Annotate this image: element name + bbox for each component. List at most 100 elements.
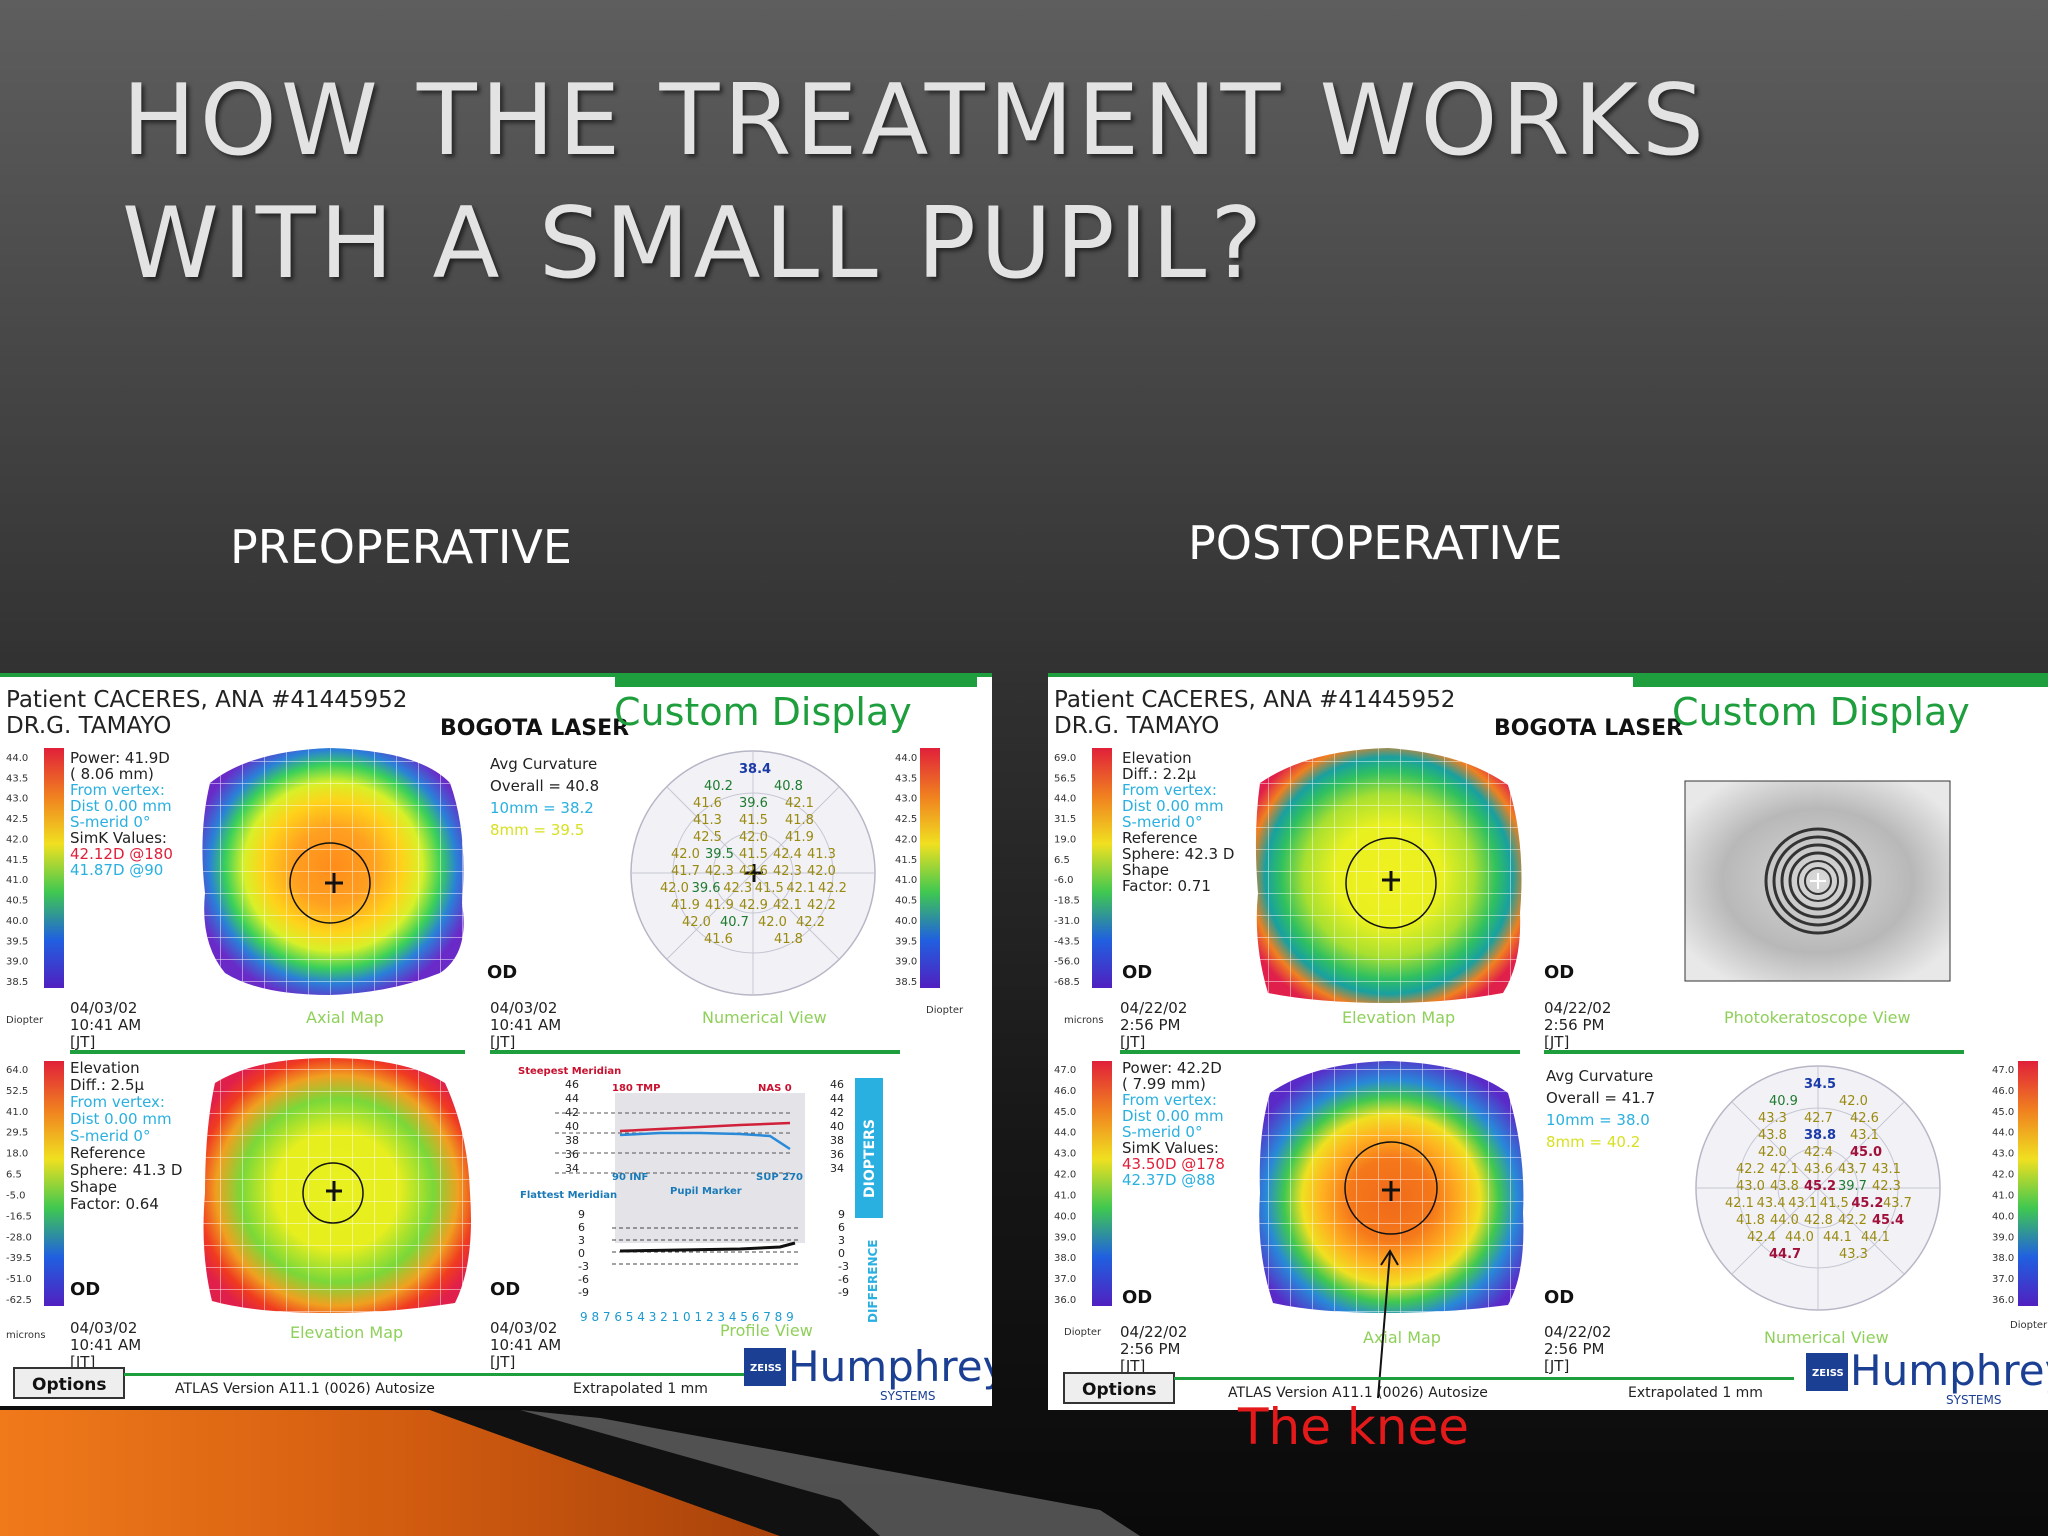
svg-text:Diopter: Diopter bbox=[1064, 1327, 1102, 1338]
svg-text:2:56 PM: 2:56 PM bbox=[1544, 1016, 1604, 1034]
info-line: S-merid 0° bbox=[1122, 813, 1202, 831]
scale-tick-label: 46.0 bbox=[1054, 1086, 1076, 1097]
scale-tick-label: 31.5 bbox=[1054, 814, 1076, 825]
scale-tick-label: 43.5 bbox=[895, 773, 917, 784]
svg-text:Extrapolated 1 mm: Extrapolated 1 mm bbox=[1628, 1385, 1763, 1401]
info-line: Dist 0.00 mm bbox=[70, 797, 172, 815]
numerical-value: 40.9 bbox=[1769, 1094, 1798, 1109]
svg-text:Flattest Meridian: Flattest Meridian bbox=[520, 1190, 617, 1201]
scale-tick-label: 42.0 bbox=[1054, 1170, 1076, 1181]
svg-text:ZEISS: ZEISS bbox=[750, 1363, 782, 1374]
scale-tick-label: 40.5 bbox=[895, 896, 917, 907]
diff-tick-label: 9 bbox=[838, 1208, 845, 1221]
zeiss-logo bbox=[1806, 1353, 1848, 1391]
svg-text:OD: OD bbox=[490, 1279, 520, 1300]
numerical-value: 43.6 bbox=[1804, 1162, 1833, 1177]
scale-tick-label: -16.5 bbox=[6, 1211, 32, 1222]
numerical-value: 42.6 bbox=[1850, 1111, 1879, 1126]
svg-text:Extrapolated 1 mm: Extrapolated 1 mm bbox=[573, 1381, 708, 1397]
svg-text:OD: OD bbox=[1544, 962, 1574, 983]
profile-shaded-zone bbox=[615, 1093, 805, 1243]
svg-text:ZEISS: ZEISS bbox=[1812, 1368, 1844, 1379]
numerical-value: 44.1 bbox=[1823, 1230, 1852, 1245]
scale-tick-label: 44.0 bbox=[1054, 794, 1076, 805]
scale-tick-label: -56.0 bbox=[1054, 957, 1080, 968]
numerical-value: 40.2 bbox=[704, 779, 733, 794]
svg-text:2:56 PM: 2:56 PM bbox=[1120, 1016, 1180, 1034]
numerical-value: 42.2 bbox=[1838, 1213, 1867, 1228]
info-line: From vertex: bbox=[1122, 781, 1217, 799]
numerical-value: 42.4 bbox=[773, 847, 802, 862]
numerical-value: 41.5 bbox=[739, 813, 768, 828]
scale-tick-label: 43.0 bbox=[895, 794, 917, 805]
svg-text:2:56 PM: 2:56 PM bbox=[1544, 1340, 1604, 1358]
clinic-name: BOGOTA LASER bbox=[440, 716, 629, 741]
scale-tick-label: 6.5 bbox=[1054, 855, 1070, 866]
svg-text:DIFFERENCE: DIFFERENCE bbox=[866, 1239, 880, 1323]
scale-tick-label: 19.0 bbox=[1054, 834, 1076, 845]
scale-tick-label: 47.0 bbox=[1992, 1065, 2014, 1076]
numerical-value: 44.0 bbox=[1770, 1213, 1799, 1228]
doctor-line: DR.G. TAMAYO bbox=[6, 713, 171, 739]
info-line: Overall = 40.8 bbox=[490, 777, 599, 795]
humphrey-logo: Humphrey bbox=[1850, 1346, 2048, 1395]
numerical-value: 41.3 bbox=[693, 813, 722, 828]
svg-text:OD: OD bbox=[70, 1279, 100, 1300]
scale-tick-label: 41.5 bbox=[6, 855, 28, 866]
scale-tick-label: -28.0 bbox=[6, 1232, 32, 1243]
svg-text:OD: OD bbox=[1544, 1287, 1574, 1308]
svg-text:Diopter: Diopter bbox=[926, 1005, 964, 1016]
scale-tick-label: 46.0 bbox=[1992, 1086, 2014, 1097]
info-line: Diff.: 2.5µ bbox=[70, 1076, 144, 1094]
numerical-value: 44.1 bbox=[1861, 1230, 1890, 1245]
doctor-line: DR.G. TAMAYO bbox=[1054, 713, 1219, 739]
scale-tick-label: -68.5 bbox=[1054, 977, 1080, 988]
scale-tick-label: 39.5 bbox=[6, 936, 28, 947]
scale-tick-label: -6.0 bbox=[1054, 875, 1074, 886]
scale-tick-label: 40.0 bbox=[1054, 1211, 1076, 1222]
numerical-value: 39.5 bbox=[705, 847, 734, 862]
svg-text:[JT]: [JT] bbox=[1120, 1357, 1145, 1375]
scale-tick-label: 45.0 bbox=[1992, 1107, 2014, 1118]
info-line: Reference bbox=[70, 1144, 146, 1162]
info-line: Overall = 41.7 bbox=[1546, 1089, 1655, 1107]
scale-tick-label: -39.5 bbox=[6, 1253, 32, 1264]
svg-text:Pupil Marker: Pupil Marker bbox=[670, 1186, 742, 1197]
numerical-value: 42.2 bbox=[1736, 1162, 1765, 1177]
numerical-value: 42.0 bbox=[660, 881, 689, 896]
scale-tick-label: 38.5 bbox=[895, 977, 917, 988]
numerical-value: 43.8 bbox=[1770, 1179, 1799, 1194]
info-line: Dist 0.00 mm bbox=[1122, 797, 1224, 815]
scale-tick-label: 56.5 bbox=[1054, 773, 1076, 784]
numerical-value: 42.2 bbox=[818, 881, 847, 896]
numerical-value: 41.8 bbox=[774, 932, 803, 947]
numerical-value: 42.0 bbox=[807, 864, 836, 879]
svg-text:Options: Options bbox=[32, 1375, 106, 1395]
numerical-value: 41.9 bbox=[785, 830, 814, 845]
diff-tick-label: 9 bbox=[578, 1208, 585, 1221]
numerical-value: 44.7 bbox=[1769, 1247, 1801, 1262]
options-button[interactable] bbox=[1063, 1372, 1175, 1404]
scale-tick-label: 69.0 bbox=[1054, 753, 1076, 764]
axial-map-caption: Axial Map bbox=[306, 1008, 384, 1027]
options-button[interactable] bbox=[13, 1367, 125, 1399]
zeiss-logo bbox=[744, 1348, 786, 1386]
numerical-value: 41.9 bbox=[705, 898, 734, 913]
scale-tick-label: 38.0 bbox=[1992, 1253, 2014, 1264]
svg-text:[JT]: [JT] bbox=[490, 1353, 515, 1371]
diff-tick-label: -6 bbox=[838, 1273, 849, 1286]
scale-tick-label: 40.0 bbox=[1992, 1211, 2014, 1222]
info-line: SimK Values: bbox=[70, 829, 167, 847]
profile-view-caption: Profile View bbox=[720, 1321, 813, 1340]
numerical-view-caption: Numerical View bbox=[1764, 1328, 1889, 1347]
humphrey-logo: Humphrey bbox=[788, 1342, 992, 1391]
numerical-value: 42.5 bbox=[693, 830, 722, 845]
info-line: Factor: 0.64 bbox=[70, 1195, 159, 1213]
svg-text:[JT]: [JT] bbox=[490, 1033, 515, 1051]
svg-text:04/03/02: 04/03/02 bbox=[490, 999, 557, 1017]
numerical-values: 38.4 40.2 40.8 41.6 39.6 42.1 41.3 41.5 41.8 42.5… bbox=[660, 762, 847, 947]
slide-title: HOW THE TREATMENT WORKS WITH A SMALL PUP… bbox=[122, 64, 1709, 301]
scale-tick-label: 39.5 bbox=[895, 936, 917, 947]
numerical-info: Avg Curvature Overall = 40.8 10mm = 38.2 8m… bbox=[490, 755, 599, 839]
